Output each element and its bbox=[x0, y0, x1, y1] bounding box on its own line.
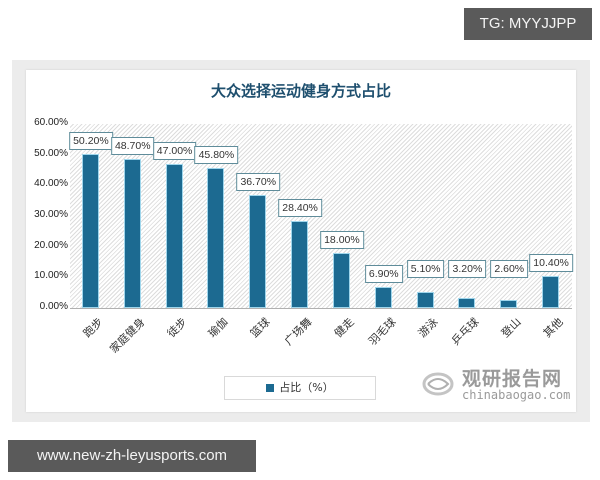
bar bbox=[374, 286, 392, 308]
data-label: 5.10% bbox=[406, 259, 445, 278]
chart-frame: 大众选择运动健身方式占比 60.00% 50.00% 40.00% 30.00% 20.… bbox=[12, 60, 590, 422]
y-tick-label: 30.00% bbox=[34, 209, 68, 220]
x-tick-label: 登山 bbox=[499, 315, 524, 341]
legend-swatch-icon bbox=[266, 384, 275, 392]
x-tick-label: 广场舞 bbox=[282, 315, 315, 348]
watermark-cn: 观研报告网 bbox=[462, 368, 563, 390]
watermark: 观研报告网 chinabaogao.com bbox=[418, 364, 578, 406]
x-tick-label: 乒乓球 bbox=[449, 315, 483, 348]
tg-badge: TG: MYYJJPP bbox=[464, 8, 592, 40]
chart-card: 大众选择运动健身方式占比 60.00% 50.00% 40.00% 30.00% 20.… bbox=[26, 70, 576, 412]
x-tick-label: 羽毛球 bbox=[365, 315, 399, 348]
legend: 占比（%） bbox=[224, 376, 376, 400]
data-label: 28.40% bbox=[278, 198, 322, 217]
y-tick-label: 10.00% bbox=[34, 270, 68, 282]
bar bbox=[332, 252, 350, 308]
y-tick-label: 20.00% bbox=[34, 239, 68, 251]
x-tick-label: 游泳 bbox=[415, 315, 441, 341]
bar bbox=[500, 300, 518, 308]
x-tick-label: 家庭健身 bbox=[107, 315, 148, 356]
url-badge: www.new-zh-leyusports.com bbox=[8, 440, 256, 472]
bar bbox=[81, 154, 99, 308]
x-tick-label: 健走 bbox=[331, 315, 357, 341]
bar bbox=[458, 298, 476, 308]
watermark-en: chinabaogao.com bbox=[462, 388, 571, 402]
data-label: 2.60% bbox=[490, 259, 529, 278]
y-tick-label: 60.00% bbox=[34, 117, 68, 128]
data-label: 6.90% bbox=[364, 264, 403, 283]
chart-title: 大众选择运动健身方式占比 bbox=[210, 82, 391, 100]
data-label: 50.20% bbox=[69, 132, 113, 151]
x-tick-label: 篮球 bbox=[248, 315, 273, 341]
data-label: 48.70% bbox=[110, 136, 155, 155]
x-tick-label: 瑜伽 bbox=[206, 315, 232, 341]
bar bbox=[123, 158, 141, 308]
y-tick-label: 50.00% bbox=[34, 147, 68, 159]
data-label: 18.00% bbox=[320, 230, 364, 249]
data-label: 10.40% bbox=[529, 254, 573, 273]
chinabaogao-logo-icon bbox=[422, 372, 454, 396]
bar bbox=[249, 195, 267, 308]
x-tick-label: 徒步 bbox=[164, 315, 190, 341]
bar bbox=[291, 220, 309, 308]
x-axis-line bbox=[70, 308, 572, 309]
legend-label: 占比（%） bbox=[279, 381, 334, 394]
y-tick-label: 0.00% bbox=[39, 301, 68, 312]
data-label: 45.80% bbox=[194, 145, 239, 164]
data-label: 47.00% bbox=[152, 141, 197, 160]
bar bbox=[165, 163, 183, 308]
y-tick-label: 40.00% bbox=[34, 178, 68, 190]
bar bbox=[542, 276, 560, 308]
data-label: 36.70% bbox=[236, 173, 281, 192]
x-tick-label: 其他 bbox=[540, 315, 566, 341]
data-label: 3.20% bbox=[448, 259, 487, 278]
x-tick-label: 跑步 bbox=[80, 315, 106, 341]
bar bbox=[207, 167, 225, 308]
bar bbox=[416, 292, 434, 308]
